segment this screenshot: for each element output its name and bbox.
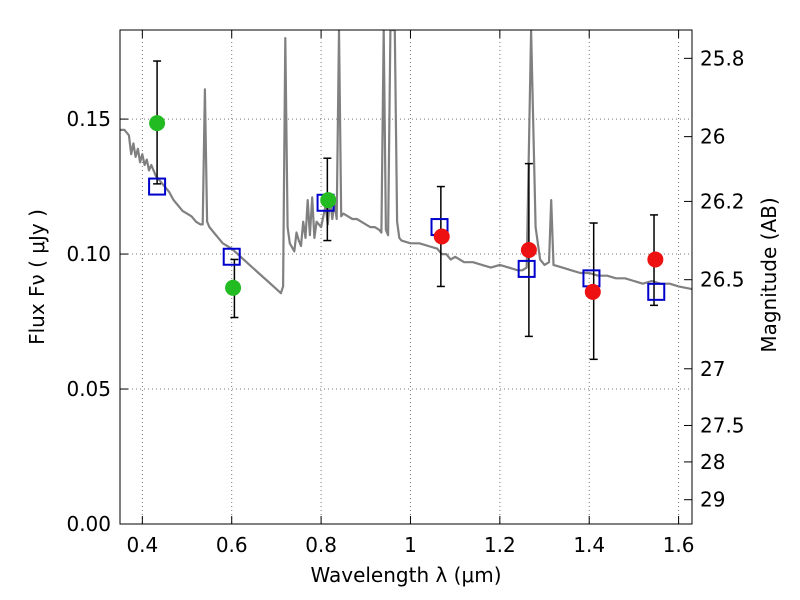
photometry-point [149,115,166,132]
x-axis-label: Wavelength λ (μm) [310,563,501,587]
x-tick-label: 1.4 [573,533,605,557]
x-tick-label: 0.8 [305,533,337,557]
y-tick-label: 0.00 [66,512,111,536]
x-tick-label: 0.4 [126,533,158,557]
photometry-point [225,279,242,296]
photometry-point [584,283,601,300]
y-tick-label: 0.05 [66,377,111,401]
plot-frame [119,29,693,525]
right-tick-label: 27.5 [700,413,745,437]
right-tick-label: 26.5 [700,268,745,292]
model-square-marker [647,282,666,301]
right-tick-label: 29 [700,488,725,512]
y-axis-label: Flux Fν ( μJy ) [25,209,49,345]
right-tick-label: 26.2 [700,189,745,213]
model-square-marker [222,247,241,266]
x-tick-label: 1.6 [663,533,695,557]
photometry-point [647,251,664,268]
photometry-point [320,192,337,209]
grid-lines [120,30,692,524]
photometry-point [433,228,450,245]
x-tick-label: 1 [404,533,417,557]
right-tick-label: 25.8 [700,46,745,70]
model-square-marker [148,177,167,196]
axis-ticks: 0.4 0.6 0.8 1 1.2 1.4 1.6 0.00 0.05 0.10 0.15 25.8 2… [66,30,745,557]
y-tick-label: 0.10 [66,242,111,266]
x-tick-label: 0.6 [216,533,248,557]
y-axis-label-right: Magnitude (AB) [757,197,781,352]
chart-series [120,30,692,361]
right-tick-label: 28 [700,450,725,474]
y-tick-label: 0.15 [66,107,111,131]
photometry-point [520,242,537,259]
right-tick-label: 27 [700,357,725,381]
spectrum-line [120,30,692,295]
x-tick-label: 1.2 [484,533,516,557]
right-tick-label: 26 [700,125,725,149]
model-square-marker [517,259,536,278]
